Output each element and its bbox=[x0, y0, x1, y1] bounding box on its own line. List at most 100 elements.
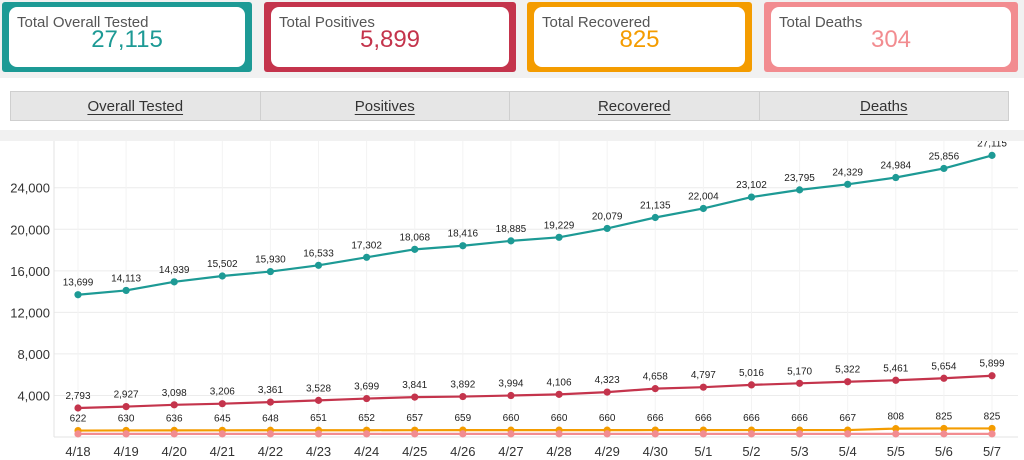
card-total-deaths-label: Total Deaths bbox=[779, 14, 863, 31]
y-tick-label: 20,000 bbox=[10, 222, 50, 237]
data-label-positives: 3,528 bbox=[306, 383, 331, 394]
data-label-positives: 4,658 bbox=[643, 372, 668, 383]
data-label-positives: 3,892 bbox=[450, 380, 475, 391]
data-point-deaths bbox=[459, 430, 467, 438]
data-point-tested bbox=[122, 286, 130, 295]
chart-panel: 4,000 8,000 12,000 16,000 20,000 24,000 4/18 4/… bbox=[0, 141, 1024, 460]
data-label-recovered: 648 bbox=[262, 413, 279, 424]
x-tick-label: 4/18 bbox=[65, 444, 90, 459]
x-tick-label: 4/22 bbox=[258, 444, 283, 459]
data-point-positives bbox=[314, 396, 323, 404]
data-label-tested: 19,229 bbox=[544, 220, 575, 231]
data-point-tested bbox=[795, 186, 804, 194]
data-label-recovered: 659 bbox=[454, 413, 471, 424]
data-point-tested bbox=[603, 224, 611, 233]
data-point-positives bbox=[651, 385, 659, 393]
data-point-tested bbox=[988, 151, 996, 159]
tab-overall-tested[interactable]: Overall Tested bbox=[11, 92, 261, 120]
data-point-deaths bbox=[314, 430, 323, 438]
data-label-tested: 14,113 bbox=[111, 273, 141, 284]
data-point-positives bbox=[940, 374, 948, 382]
series-line-positives bbox=[76, 374, 994, 410]
data-point-tested bbox=[459, 242, 467, 250]
data-label-recovered: 657 bbox=[406, 413, 423, 424]
x-tick-label: 5/7 bbox=[983, 444, 1001, 459]
data-point-tested bbox=[74, 291, 82, 299]
data-point-tested bbox=[940, 164, 948, 173]
data-point-deaths bbox=[555, 430, 563, 438]
data-label-positives: 4,106 bbox=[547, 377, 572, 388]
data-label-positives: 5,170 bbox=[787, 366, 812, 377]
series-line-tested bbox=[76, 154, 994, 296]
data-label-tested: 14,939 bbox=[159, 265, 190, 276]
data-label-tested: 23,795 bbox=[784, 173, 815, 184]
data-point-deaths bbox=[411, 430, 419, 438]
tab-deaths-label: Deaths bbox=[859, 97, 908, 115]
data-point-positives bbox=[988, 372, 996, 380]
x-tick-label: 4/19 bbox=[113, 444, 138, 459]
x-tick-label: 4/27 bbox=[498, 444, 523, 459]
data-label-tested: 16,533 bbox=[303, 248, 334, 259]
data-point-positives bbox=[892, 376, 900, 384]
tab-deaths[interactable]: Deaths bbox=[760, 92, 1009, 120]
data-label-tested: 15,930 bbox=[255, 255, 286, 266]
data-point-positives bbox=[844, 378, 852, 386]
data-label-recovered: 825 bbox=[936, 411, 953, 422]
card-total-positives-value: 5,899 bbox=[359, 26, 421, 53]
card-total-deaths-inner: Total Deaths 304 bbox=[771, 7, 1011, 67]
card-total-tested: Total Overall Tested 27,115 bbox=[2, 2, 252, 72]
data-label-tested: 18,885 bbox=[496, 224, 527, 235]
card-total-tested-label: Total Overall Tested bbox=[17, 14, 149, 31]
data-label-recovered: 651 bbox=[310, 413, 327, 424]
x-tick-label: 5/4 bbox=[839, 444, 857, 459]
card-total-positives-inner: Total Positives 5,899 bbox=[271, 7, 509, 67]
data-point-deaths bbox=[988, 430, 996, 438]
data-label-positives: 3,699 bbox=[354, 382, 379, 393]
data-label-recovered: 666 bbox=[647, 413, 664, 424]
data-label-tested: 22,004 bbox=[688, 191, 719, 202]
data-label-recovered: 652 bbox=[358, 413, 375, 424]
data-label-tested: 17,302 bbox=[351, 240, 382, 251]
data-label-recovered: 636 bbox=[166, 413, 183, 424]
data-label-tested: 15,502 bbox=[207, 259, 238, 270]
data-point-tested bbox=[892, 173, 900, 182]
data-point-positives bbox=[555, 390, 563, 398]
data-label-tested: 24,329 bbox=[832, 167, 863, 178]
data-label-tested: 24,984 bbox=[880, 161, 911, 172]
data-point-recovered bbox=[988, 424, 996, 433]
data-label-tested: 27,115 bbox=[977, 141, 1007, 149]
data-point-tested bbox=[170, 278, 178, 286]
chart-grid bbox=[54, 141, 1018, 437]
data-label-recovered: 808 bbox=[887, 412, 904, 423]
card-total-tested-inner: Total Overall Tested 27,115 bbox=[9, 7, 245, 67]
data-point-positives bbox=[122, 403, 130, 411]
x-tick-label: 5/5 bbox=[887, 444, 905, 459]
data-point-positives bbox=[170, 401, 178, 409]
data-label-tested: 18,416 bbox=[448, 229, 479, 240]
data-label-positives: 3,994 bbox=[498, 379, 523, 390]
y-tick-label: 16,000 bbox=[10, 264, 50, 279]
data-point-positives bbox=[747, 381, 756, 389]
card-total-positives: Total Positives 5,899 bbox=[264, 2, 516, 72]
data-point-tested bbox=[411, 245, 419, 253]
tab-recovered[interactable]: Recovered bbox=[510, 92, 760, 120]
data-label-positives: 4,797 bbox=[691, 370, 716, 381]
data-point-tested bbox=[363, 253, 371, 261]
data-point-deaths bbox=[218, 430, 226, 438]
data-point-recovered bbox=[940, 424, 948, 433]
data-point-deaths bbox=[747, 430, 756, 438]
data-label-recovered: 667 bbox=[839, 413, 856, 424]
data-point-deaths bbox=[74, 430, 82, 438]
tab-positives[interactable]: Positives bbox=[261, 92, 510, 120]
x-tick-label: 4/30 bbox=[643, 444, 668, 459]
data-point-tested bbox=[651, 213, 659, 222]
card-total-positives-label: Total Positives bbox=[279, 14, 375, 31]
card-total-deaths-value: 304 bbox=[870, 26, 912, 53]
x-tick-label: 4/25 bbox=[402, 444, 427, 459]
card-total-deaths: Total Deaths 304 bbox=[764, 2, 1018, 72]
data-point-deaths bbox=[363, 430, 371, 438]
data-label-recovered: 645 bbox=[214, 413, 231, 424]
chart-series bbox=[74, 151, 996, 438]
series-line-recovered bbox=[76, 427, 994, 432]
data-point-tested bbox=[218, 272, 226, 280]
